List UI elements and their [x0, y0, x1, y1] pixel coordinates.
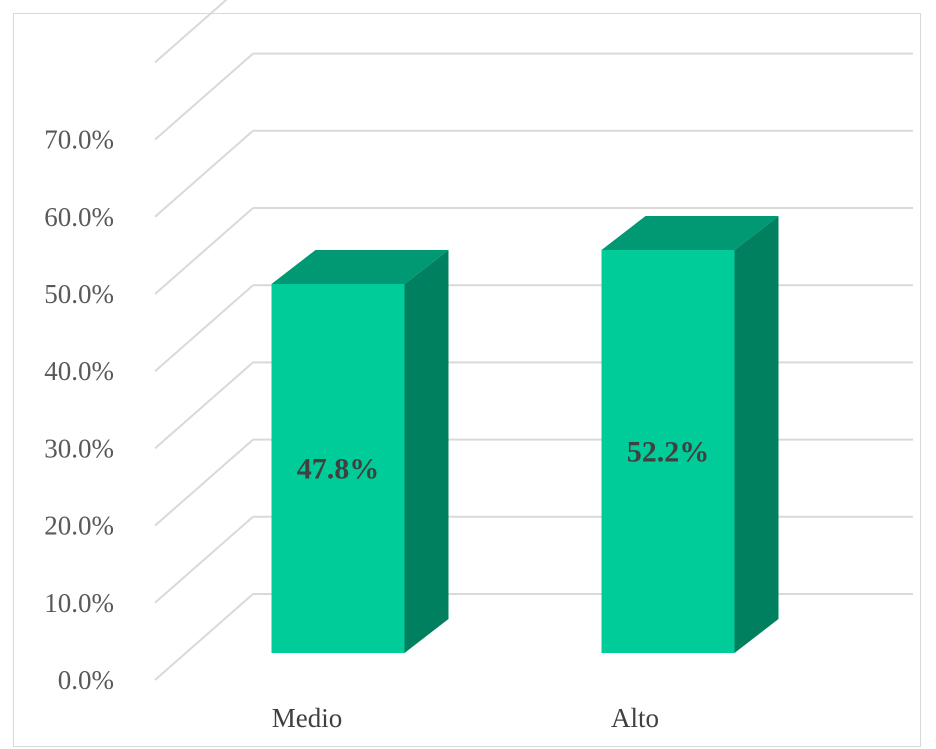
- y-tick-label: 10.0%: [44, 588, 114, 618]
- gridline-depth: [154, 361, 254, 450]
- bar-top: [601, 216, 779, 251]
- gridline: [154, 284, 913, 372]
- x-axis-labels: Medio Alto: [272, 703, 659, 733]
- bar-side: [404, 249, 449, 653]
- y-tick-label: 50.0%: [44, 279, 114, 309]
- y-tick-label: 30.0%: [44, 433, 114, 463]
- gridline: [154, 207, 913, 295]
- bar-front: [271, 283, 405, 653]
- y-tick-label: 70.0%: [44, 125, 114, 155]
- gridline: [154, 438, 913, 527]
- y-tick-label: 40.0%: [44, 356, 114, 386]
- gridline-depth: [154, 130, 254, 218]
- y-axis-ticks: 0.0% 10.0% 20.0% 30.0% 40.0% 50.0% 60.0% 70.0%: [44, 125, 114, 695]
- x-category-label: Alto: [611, 703, 659, 733]
- y-tick-label: 20.0%: [44, 511, 114, 541]
- gridline: [154, 515, 913, 604]
- gridline: [154, 361, 913, 450]
- bars: 47.8% 52.2%: [271, 216, 779, 654]
- gridline: [154, 129, 913, 218]
- gridline-depth: [154, 593, 254, 681]
- bar-alto: 52.2%: [601, 216, 779, 654]
- gridline: [154, 593, 913, 681]
- bar-medio: 47.8%: [271, 249, 449, 653]
- gridline-depth: [154, 207, 254, 295]
- gridline-depth: [154, 284, 254, 372]
- bar-front: [601, 250, 735, 654]
- y-tick-label: 0.0%: [58, 665, 114, 695]
- gridlines: [154, 0, 913, 681]
- gridline-depth: [154, 438, 254, 527]
- gridline-depth: [154, 516, 254, 604]
- y-tick-label: 60.0%: [44, 202, 114, 232]
- gridline: [154, 52, 913, 141]
- data-label: 47.8%: [297, 452, 380, 485]
- bar-top: [271, 249, 449, 284]
- data-label: 52.2%: [627, 436, 710, 469]
- x-category-label: Medio: [272, 703, 343, 733]
- gridline-depth: [154, 0, 228, 64]
- bar-side: [734, 216, 779, 654]
- gridline-depth: [154, 52, 254, 141]
